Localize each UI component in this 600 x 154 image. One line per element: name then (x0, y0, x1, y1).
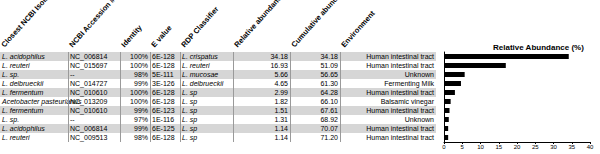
html-text:E value: E value (149, 23, 174, 49)
html-text:6E-128: 6E-128 (152, 98, 175, 105)
html-text:66.10: 66.10 (320, 98, 338, 105)
html-text:2.99: 2.99 (274, 89, 288, 96)
html-text:5E-111: 5E-111 (152, 71, 174, 78)
html-text:Fermenting Milk: Fermenting Milk (384, 80, 434, 87)
html-text:L. delbrueckii: L. delbrueckii (182, 80, 224, 87)
html-text:71.20: 71.20 (320, 134, 338, 141)
svg-text:10: 10 (477, 144, 484, 150)
html-text:Human intestinal tract: Human intestinal tract (366, 125, 434, 132)
html-text:100%: 100% (130, 53, 148, 60)
html-text:6E-128: 6E-128 (152, 62, 175, 69)
svg-text:30: 30 (550, 144, 557, 150)
html-text:Unknown: Unknown (404, 116, 434, 123)
html-text:L. fermentum: L. fermentum (2, 89, 44, 96)
html-text:68.92: 68.92 (320, 116, 338, 123)
html-text:L. sp.: L. sp. (2, 71, 20, 78)
html-text:L. acidophilus: L. acidophilus (2, 125, 45, 132)
html-text:34.18: 34.18 (270, 53, 288, 60)
html-text:NC_010610: NC_010610 (70, 89, 108, 96)
html-text:NC_006814: NC_006814 (70, 125, 108, 132)
html-text:L. fermentum: L. fermentum (2, 107, 44, 114)
html-text:99%: 99% (134, 80, 148, 87)
html-text:51.09: 51.09 (320, 62, 338, 69)
html-text:99%: 99% (134, 125, 148, 132)
svg-text:15: 15 (495, 144, 502, 150)
html-text:Human intestinal tract: Human intestinal tract (366, 62, 434, 69)
html-text:RDP Classifier: RDP Classifier (179, 4, 221, 49)
html-text:1.14: 1.14 (274, 125, 288, 132)
html-text:1.14: 1.14 (274, 134, 288, 141)
html-text:3E-126: 3E-126 (152, 80, 175, 87)
html-text:56.65: 56.65 (320, 71, 338, 78)
html-text:6E-128: 6E-128 (152, 89, 175, 96)
svg-text:5: 5 (461, 144, 465, 150)
html-text:6E-125: 6E-125 (152, 125, 175, 132)
html-text:L. acidophilus: L. acidophilus (2, 53, 45, 60)
html-text:1.82: 1.82 (274, 98, 288, 105)
svg-text:40: 40 (587, 144, 594, 150)
html-text:Unknown: Unknown (404, 71, 434, 78)
html-text:70.07: 70.07 (320, 125, 338, 132)
html-text:1.31: 1.31 (274, 116, 288, 123)
html-text:L. sp: L. sp (182, 116, 198, 123)
svg-text:35: 35 (568, 144, 575, 150)
html-text:99%: 99% (134, 107, 148, 114)
html-text:L. reuteri: L. reuteri (182, 62, 210, 69)
html-text:NC_014727: NC_014727 (70, 80, 108, 87)
html-text:L. crispatus: L. crispatus (182, 53, 218, 60)
html-text:Acetobacter pasteurianus: Acetobacter pasteurianus (2, 98, 82, 105)
html-text:NC_009513: NC_009513 (70, 134, 108, 141)
html-text:Human intestinal tract: Human intestinal tract (366, 107, 434, 114)
svg-text:0: 0 (442, 144, 446, 150)
html-text:L. sp: L. sp (182, 107, 198, 114)
html-text:5.66: 5.66 (274, 71, 288, 78)
html-text:L. sp: L. sp (182, 89, 198, 96)
svg-text:Relative Abundance (%): Relative Abundance (%) (493, 43, 584, 52)
html-text:L. sp: L. sp (182, 98, 198, 105)
html-text:6E-128: 6E-128 (152, 134, 175, 141)
html-text:NC_013209: NC_013209 (70, 98, 108, 105)
html-text:98%: 98% (134, 71, 148, 78)
html-text:100%: 100% (130, 62, 148, 69)
html-text:1.51: 1.51 (274, 107, 288, 114)
html-text:6E-128: 6E-128 (152, 53, 175, 60)
html-text:NC_015697: NC_015697 (70, 62, 108, 69)
html-text:6E-123: 6E-123 (152, 107, 175, 114)
html-text:61.30: 61.30 (320, 80, 338, 87)
html-text:100%: 100% (130, 98, 148, 105)
html-text:Balsamic vinegar: Balsamic vinegar (380, 98, 434, 105)
html-text:4.65: 4.65 (274, 80, 288, 87)
html-text:16.93: 16.93 (270, 62, 288, 69)
html-text:L. sp: L. sp (182, 134, 198, 141)
html-text:Human intestinal tract: Human intestinal tract (366, 89, 434, 96)
html-text:97%: 97% (134, 116, 148, 123)
html-text:100%: 100% (130, 89, 148, 96)
html-text:98%: 98% (134, 134, 148, 141)
html-text:Environment: Environment (339, 8, 377, 49)
html-text:1E-116: 1E-116 (152, 116, 175, 123)
html-text:34.18: 34.18 (320, 53, 338, 60)
html-text:Identity: Identity (119, 23, 144, 49)
html-text:NC_006814: NC_006814 (70, 53, 108, 60)
svg-text:20: 20 (514, 144, 521, 150)
html-text:NC_010610: NC_010610 (70, 107, 108, 114)
html-text:L. sp: L. sp (182, 125, 198, 132)
html-text:L. reuteri: L. reuteri (2, 134, 30, 141)
html-text:L. reuteri: L. reuteri (2, 62, 30, 69)
html-text:64.28: 64.28 (320, 89, 338, 96)
html-text:L. sp.: L. sp. (2, 116, 20, 123)
html-text:Human intestinal tract: Human intestinal tract (366, 134, 434, 141)
html-text:L. delbrueckii: L. delbrueckii (2, 80, 44, 87)
svg-text:25: 25 (532, 144, 539, 150)
html-text:L. mucosae: L. mucosae (182, 71, 219, 78)
html-text:67.61: 67.61 (320, 107, 338, 114)
html-text:Human intestinal tract: Human intestinal tract (366, 53, 434, 60)
